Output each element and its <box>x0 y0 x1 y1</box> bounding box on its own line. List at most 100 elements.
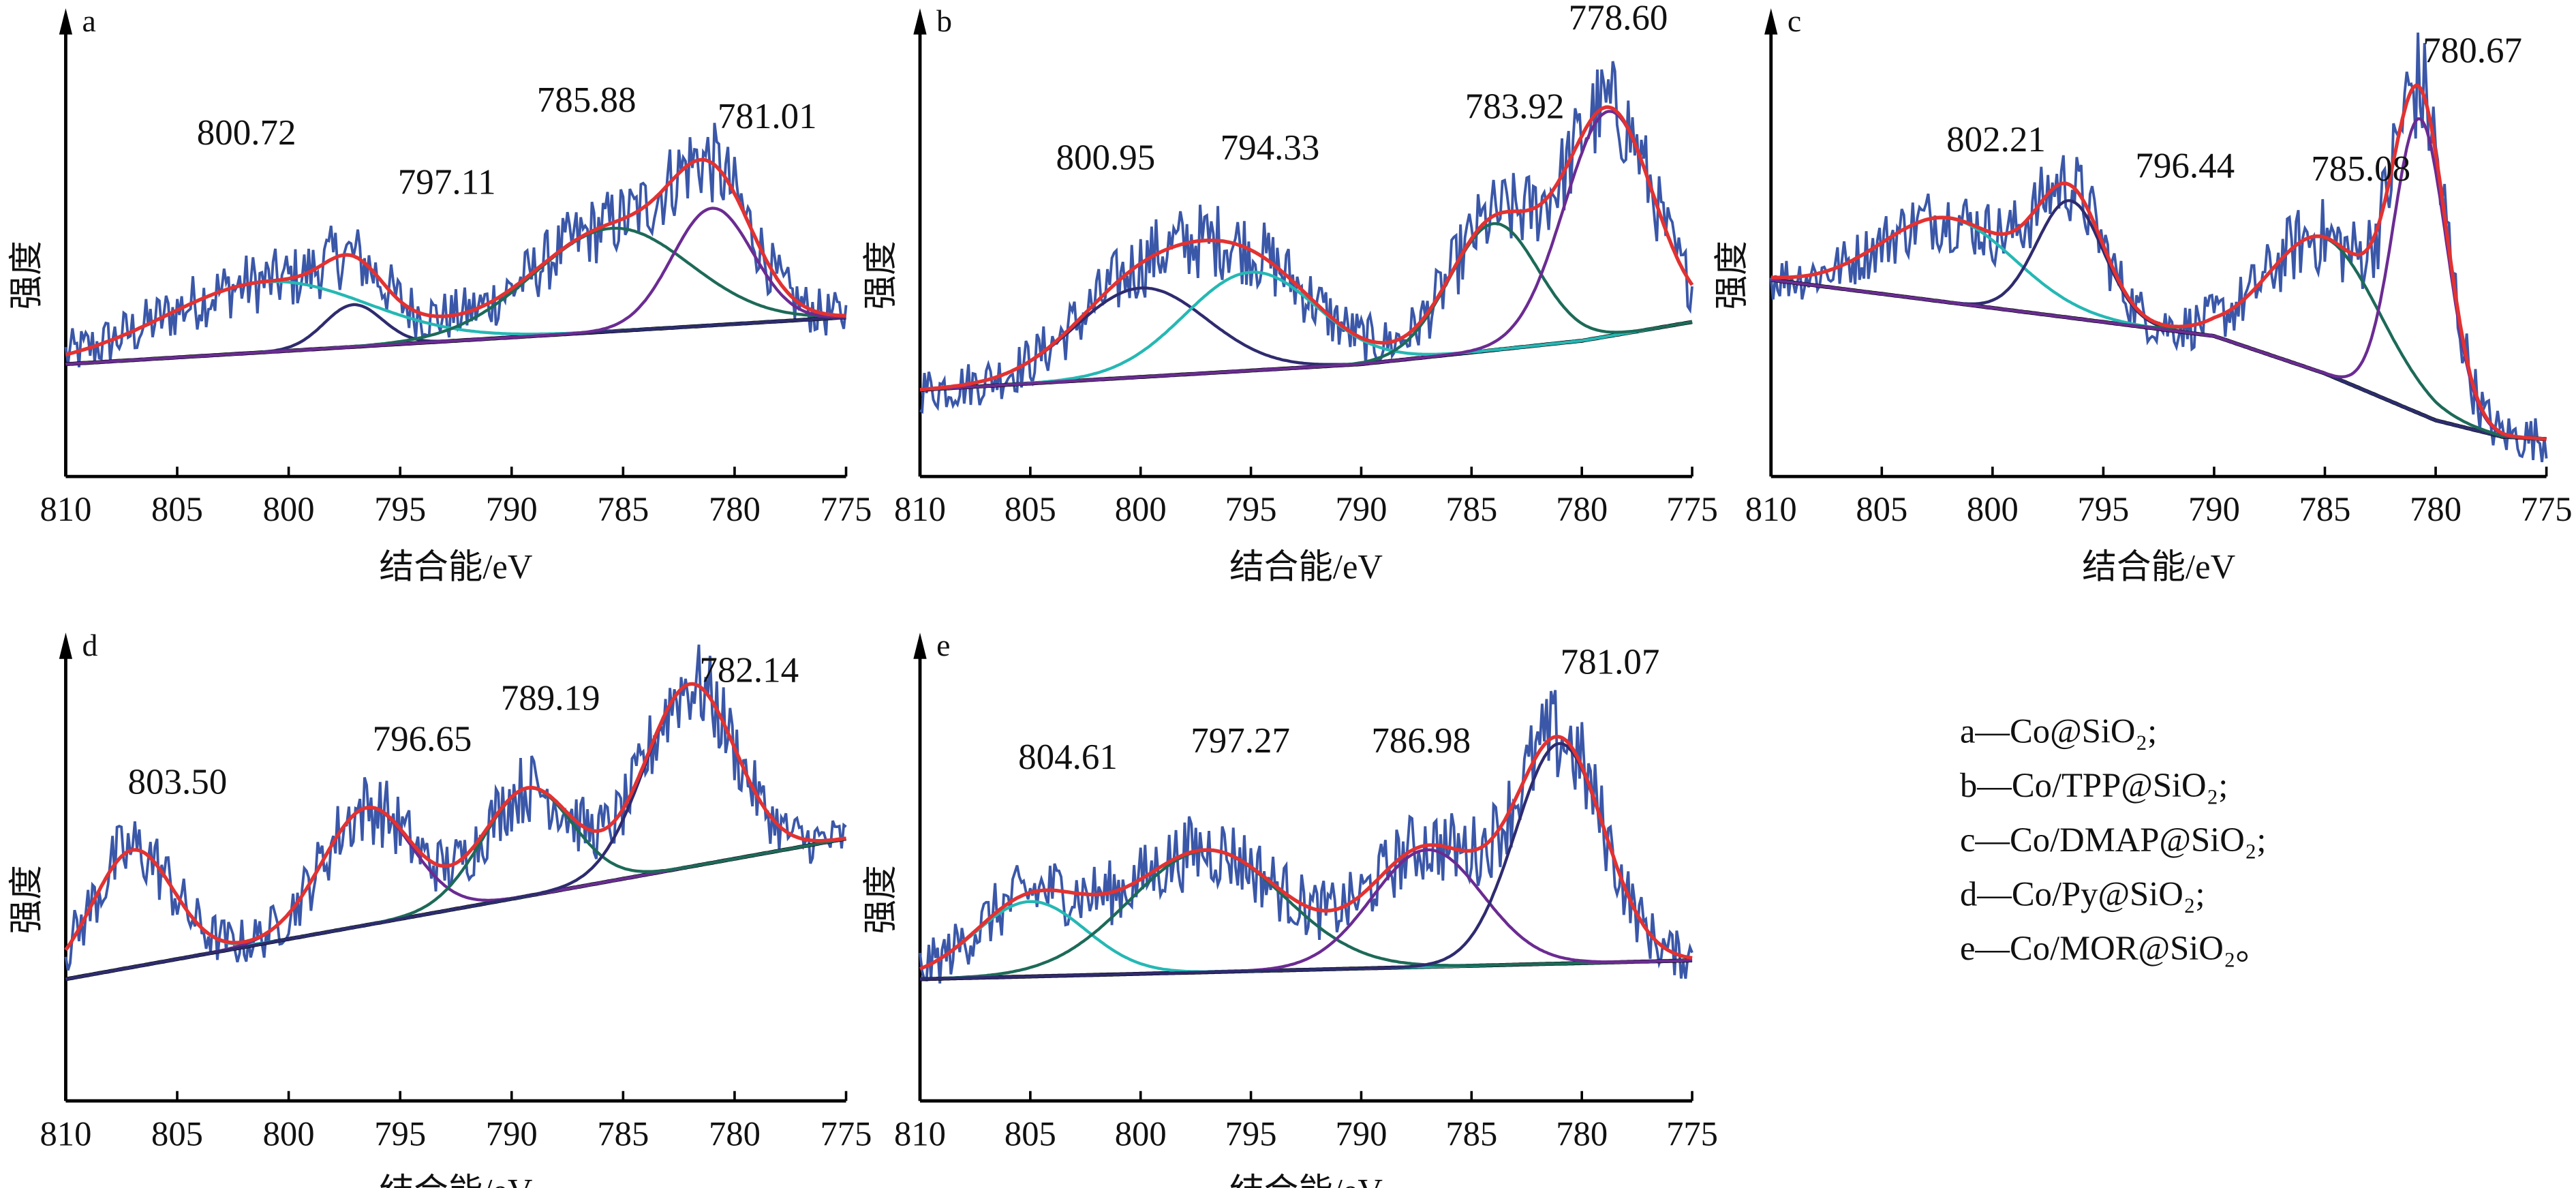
x-tick-label: 805 <box>151 1114 203 1153</box>
x-tick-label: 805 <box>1005 1114 1056 1153</box>
x-tick-label: 800 <box>1967 490 2019 528</box>
fit-envelope-series <box>1770 83 2547 441</box>
x-tick-label: 780 <box>709 490 761 528</box>
legend-entry: d—Co/Py@SiO₂; <box>1960 874 2205 913</box>
x-axis-label: 结合能/eV <box>380 548 533 586</box>
y-axis-label: 强度 <box>7 865 45 934</box>
x-axis-label: 结合能/eV <box>1229 1172 1383 1188</box>
peak-label: 781.07 <box>1561 642 1660 682</box>
peak-label: 785.88 <box>537 80 637 120</box>
x-tick-label: 785 <box>2299 490 2351 528</box>
peak-label: 804.61 <box>1018 737 1118 777</box>
x-tick-label: 790 <box>1335 490 1387 528</box>
legend-entry: a—Co@SiO₂; <box>1960 712 2157 750</box>
fit-component-2 <box>920 849 1693 981</box>
y-axis-arrow-icon <box>913 633 927 659</box>
x-tick-label: 785 <box>597 1114 649 1153</box>
raw-data-series <box>64 644 847 971</box>
panel-letter: b <box>936 3 952 38</box>
y-axis-label: 强度 <box>7 241 45 309</box>
peak-label: 802.21 <box>1946 120 2046 159</box>
x-tick-label: 810 <box>1745 490 1797 528</box>
x-tick-label: 780 <box>709 1114 761 1153</box>
legend-entry: e—Co/MOR@SiO₂。 <box>1960 929 2270 967</box>
legend-entry: c—Co/DMAP@SiO₂; <box>1960 821 2267 859</box>
peak-label: 803.50 <box>127 762 227 802</box>
raw-data-series <box>919 690 1693 984</box>
fit-envelope-series <box>919 735 1693 971</box>
x-axis-label: 结合能/eV <box>2082 548 2235 586</box>
fit-component-4 <box>919 110 1693 392</box>
y-axis-label: 强度 <box>861 865 900 934</box>
y-axis-arrow-icon <box>913 8 927 35</box>
x-axis-label: 结合能/eV <box>1229 548 1383 586</box>
fit-envelope-series <box>64 682 846 951</box>
peak-label: 781.01 <box>718 97 817 136</box>
x-tick-label: 780 <box>1556 1114 1608 1153</box>
x-tick-label: 795 <box>374 1114 426 1153</box>
panel-b: b 810 805 800 795 790 785 780 775 结合能/eV 强度 800.95 7… <box>861 0 1718 586</box>
x-tick-label: 775 <box>821 490 872 528</box>
peak-label: 797.11 <box>398 162 496 202</box>
fit-envelope-series <box>65 157 846 356</box>
x-tick-label: 805 <box>151 490 203 528</box>
x-tick-label: 775 <box>2521 490 2573 528</box>
fit-component-4 <box>920 742 1693 981</box>
x-tick-label: 785 <box>597 490 649 528</box>
fit-envelope-series <box>919 105 1694 392</box>
x-tick-label: 795 <box>2077 490 2129 528</box>
x-tick-label: 800 <box>1115 1114 1167 1153</box>
panel-letter: a <box>82 3 96 38</box>
x-tick-label: 810 <box>894 490 946 528</box>
panel-letter: d <box>82 628 98 662</box>
peak-label: 796.44 <box>2135 146 2235 185</box>
x-tick-label: 795 <box>1225 490 1277 528</box>
y-axis-arrow-icon <box>59 633 73 659</box>
legend: a—Co@SiO₂; b—Co/TPP@SiO₂; c—Co/DMAP@SiO₂; d… <box>1960 712 2270 967</box>
x-tick-label: 785 <box>1445 490 1497 528</box>
x-tick-label: 805 <box>1005 490 1056 528</box>
panel-letter: c <box>1788 3 1801 38</box>
peak-label: 794.33 <box>1221 128 1320 168</box>
x-tick-label: 775 <box>1666 1114 1718 1153</box>
y-axis-arrow-icon <box>59 8 73 35</box>
peak-label: 800.72 <box>197 113 296 153</box>
panel-e: e 810 805 800 795 790 785 780 775 结合能/eV 强度 804.61 7… <box>861 628 1718 1188</box>
x-tick-label: 775 <box>1666 490 1718 528</box>
peak-label: 789.19 <box>501 678 600 718</box>
x-tick-label: 780 <box>2410 490 2462 528</box>
fit-component-3 <box>1770 234 2547 441</box>
peak-label: 800.95 <box>1056 138 1156 177</box>
y-axis-label: 强度 <box>1713 241 1751 309</box>
fit-component-4 <box>65 207 846 366</box>
peak-label: 778.60 <box>1569 0 1668 37</box>
legend-entry: b—Co/TPP@SiO₂; <box>1960 766 2228 804</box>
baseline-series <box>1770 277 2547 442</box>
peak-label: 782.14 <box>699 650 799 690</box>
x-tick-label: 790 <box>486 1114 538 1153</box>
raw-data-series <box>64 123 848 367</box>
y-axis-label: 强度 <box>861 241 900 309</box>
x-tick-label: 790 <box>2188 490 2240 528</box>
fit-component-4 <box>1770 117 2547 441</box>
panel-a: a 810 805 800 795 790 785 780 775 结合能/eV 强度 800.72 7… <box>7 3 872 586</box>
panel-letter: e <box>936 628 950 662</box>
y-axis-arrow-icon <box>1764 8 1778 35</box>
x-tick-label: 790 <box>486 490 538 528</box>
raw-data-series <box>919 61 1693 414</box>
peak-label: 797.27 <box>1191 721 1290 761</box>
peak-label: 796.65 <box>373 720 472 759</box>
panel-d: d 810 805 800 795 790 785 780 775 结合能/eV 强度 803.50 7… <box>7 628 872 1188</box>
peak-label: 783.92 <box>1465 87 1565 127</box>
x-tick-label: 800 <box>1115 490 1167 528</box>
x-tick-label: 785 <box>1445 1114 1497 1153</box>
x-tick-label: 790 <box>1335 1114 1387 1153</box>
x-tick-label: 810 <box>40 1114 91 1153</box>
peak-label: 786.98 <box>1371 721 1471 761</box>
x-tick-label: 810 <box>894 1114 946 1153</box>
x-tick-label: 795 <box>374 490 426 528</box>
peak-label: 785.08 <box>2311 149 2410 189</box>
x-tick-label: 780 <box>1556 490 1608 528</box>
panel-c: c 810 805 800 795 790 785 780 775 结合能/eV 强度 802.21 7… <box>1713 3 2573 586</box>
